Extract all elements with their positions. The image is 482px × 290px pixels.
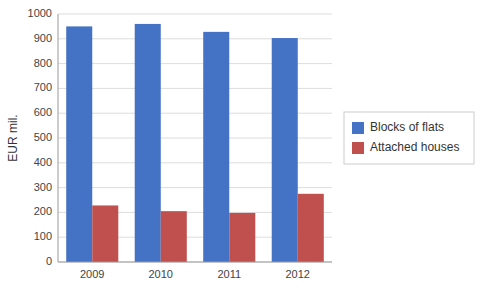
x-axis: 2009 2010 2011 2012 <box>58 14 332 280</box>
legend-label: Attached houses <box>370 140 459 154</box>
bar <box>135 24 161 262</box>
chart-container: 0 100 200 300 400 500 600 700 800 900 1000 EUR mil.… <box>0 0 482 290</box>
bar <box>66 26 92 262</box>
grid <box>58 14 332 262</box>
y-tick-label: 0 <box>46 255 52 267</box>
y-axis-line <box>58 14 59 262</box>
y-tick-label: 200 <box>34 205 52 217</box>
bar <box>229 213 255 262</box>
y-tick-label: 900 <box>34 32 52 44</box>
x-tick-label: 2011 <box>217 268 241 280</box>
legend-swatch <box>352 122 364 134</box>
bars <box>66 24 324 262</box>
bar <box>203 32 229 262</box>
x-tick-label: 2010 <box>149 268 173 280</box>
bar <box>298 194 324 262</box>
y-tick-label: 400 <box>34 156 52 168</box>
y-tick-label: 800 <box>34 57 52 69</box>
y-tick-label: 300 <box>34 181 52 193</box>
y-tick-label: 700 <box>34 81 52 93</box>
legend-swatch <box>352 142 364 154</box>
bar <box>161 211 187 262</box>
x-tick-label: 2012 <box>286 268 310 280</box>
y-tick-label: 100 <box>34 230 52 242</box>
y-axis: 0 100 200 300 400 500 600 700 800 900 1000 <box>28 7 52 267</box>
legend-box <box>344 112 474 164</box>
y-axis-label: EUR mil. <box>6 114 20 161</box>
x-tick-label: 2009 <box>80 268 104 280</box>
grid-line <box>58 262 332 263</box>
legend-label: Blocks of flats <box>370 120 444 134</box>
legend: Blocks of flats Attached houses <box>344 112 474 164</box>
bar <box>92 205 118 262</box>
chart: 0 100 200 300 400 500 600 700 800 900 1000 EUR mil.… <box>0 0 482 290</box>
bar <box>272 38 298 262</box>
y-tick-label: 1000 <box>28 7 52 19</box>
x-axis-line <box>58 262 332 263</box>
y-tick-label: 600 <box>34 106 52 118</box>
grid-line <box>58 14 332 15</box>
y-tick-label: 500 <box>34 131 52 143</box>
